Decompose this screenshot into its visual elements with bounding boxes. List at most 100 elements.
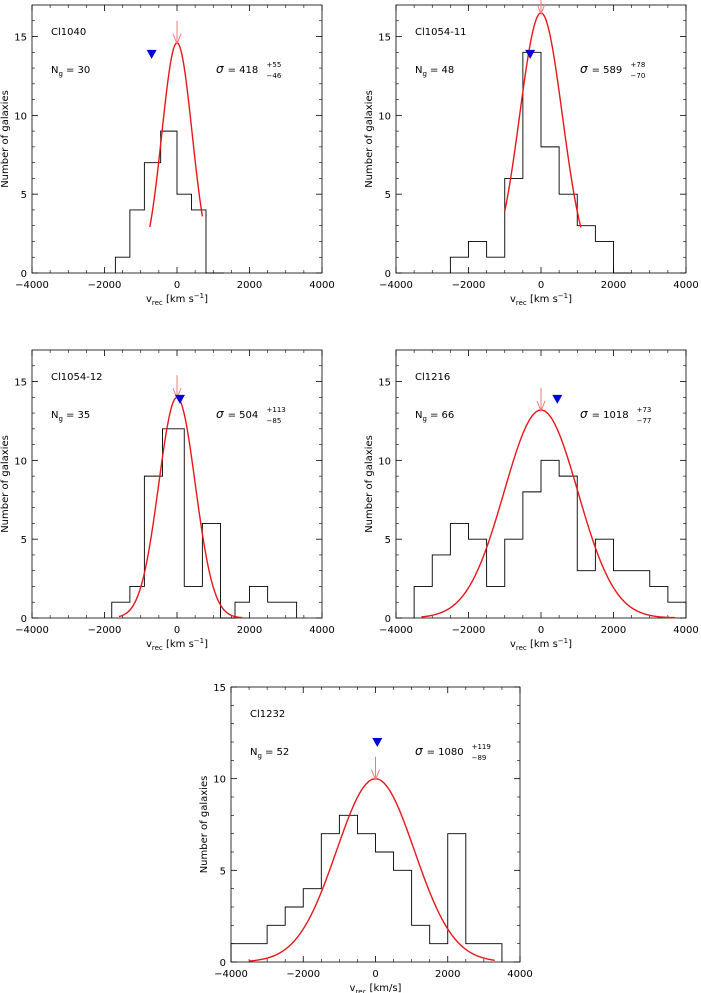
sigma-plus-error: +78 [631, 61, 646, 69]
x-tick-label: −2000 [88, 280, 122, 291]
plot-frame [230, 686, 521, 963]
sigma-value: = 504 [228, 410, 259, 421]
sigma-symbol: σ [580, 62, 588, 76]
sigma-label: σ = 418 [216, 62, 258, 76]
ng-label-sub: g [422, 415, 426, 423]
x-axis-label-sub: rec [152, 299, 163, 307]
ng-label-sub: g [422, 70, 426, 78]
x-axis-label-exp: −1 [194, 292, 204, 300]
x-axis-label-sub: rec [516, 644, 527, 652]
y-tick-label: 0 [220, 958, 226, 969]
x-tick-label: 2000 [237, 625, 262, 636]
ng-label-main: N [415, 65, 422, 76]
x-axis-label-exp: −1 [558, 292, 568, 300]
sigma-value: = 1080 [427, 747, 464, 758]
y-axis-label: Number of galaxies [0, 435, 11, 533]
x-tick-label: −2000 [452, 280, 486, 291]
sigma-value: = 418 [228, 65, 259, 76]
y-axis-label: Number of galaxies [364, 435, 375, 533]
y-tick-label: 15 [378, 378, 391, 389]
x-tick-label: −4000 [379, 625, 413, 636]
ng-label-main: N [51, 410, 58, 421]
ng-label-main: N [51, 65, 58, 76]
bcg-velocity-marker [552, 394, 563, 404]
ng-label-sub: g [58, 415, 62, 423]
x-tick-label: 0 [174, 280, 180, 291]
y-tick-label: 10 [378, 111, 391, 122]
sigma-symbol: σ [580, 407, 588, 421]
x-tick-label: −2000 [88, 625, 122, 636]
x-axis-label-close: ] [204, 639, 208, 650]
chart-panel-3: −4000 −2000 0 2000 4000 0 5 10 15 Number of galax… [0, 349, 335, 652]
ng-label: Ng = 48 [415, 65, 454, 78]
histogram-series [111, 428, 298, 619]
y-tick-label: 5 [21, 190, 27, 201]
x-tick-label: 0 [174, 625, 180, 636]
ng-value: = 52 [265, 747, 289, 758]
ng-label-sub: g [58, 70, 62, 78]
mean-velocity-arrow-head [371, 769, 380, 782]
gaussian-fit-curve [149, 42, 204, 228]
ng-label: Ng = 66 [415, 410, 454, 423]
ng-label-sub: g [257, 752, 261, 760]
y-tick-label: 0 [21, 269, 27, 280]
ng-label: Ng = 30 [51, 65, 90, 78]
bcg-velocity-marker [174, 394, 185, 404]
bcg-velocity-marker [146, 49, 157, 59]
mean-velocity-arrow-head [536, 3, 546, 16]
chart-panel-1: −4000 −2000 0 2000 4000 0 5 10 15 Number of galax… [0, 4, 335, 307]
x-axis-label: vrec [km s−1] [510, 292, 572, 307]
x-tick-label: 4000 [673, 280, 698, 291]
cluster-name: Cl1054-12 [51, 372, 103, 383]
sigma-minus-error: −77 [637, 417, 652, 425]
x-tick-label: −2000 [286, 969, 320, 980]
sigma-value: = 1018 [592, 410, 629, 421]
x-tick-label: −4000 [15, 280, 49, 291]
histogram-series [449, 51, 632, 274]
gaussian-fit-curve [248, 777, 495, 962]
y-tick-label: 5 [385, 535, 391, 546]
y-tick-label: 5 [385, 190, 391, 201]
x-axis-label-main: v [510, 294, 516, 305]
x-tick-label: 0 [538, 625, 544, 636]
ng-value: = 30 [66, 65, 90, 76]
x-axis-label-exp: −1 [194, 637, 204, 645]
mean-velocity-arrow-head [172, 33, 182, 46]
y-tick-label: 10 [378, 456, 391, 467]
ng-label-main: N [415, 410, 422, 421]
histogram-series [230, 814, 503, 962]
sigma-label: σ = 1018 [580, 407, 629, 421]
sigma-label: σ = 504 [216, 407, 258, 421]
histogram-series [413, 459, 687, 618]
y-tick-label: 15 [378, 33, 391, 44]
x-tick-label: 2000 [601, 280, 626, 291]
ng-label: Ng = 35 [51, 410, 90, 423]
y-tick-label: 5 [220, 866, 226, 877]
gaussian-fit-curve [118, 396, 243, 619]
x-axis-label-sub: rec [355, 988, 366, 993]
sigma-plus-error: +113 [267, 406, 286, 414]
x-tick-label: 2000 [601, 625, 626, 636]
mean-velocity-arrow-head [536, 400, 546, 413]
histogram-series [114, 130, 225, 274]
x-axis-label-main: v [146, 294, 152, 305]
x-axis-label-unit: [km s [163, 639, 194, 650]
y-axis-label: Number of galaxies [199, 776, 210, 874]
chart-panel-4: −4000 −2000 0 2000 4000 0 5 10 15 Number of galax… [364, 349, 699, 652]
x-tick-label: −4000 [214, 969, 248, 980]
x-tick-label: −2000 [452, 625, 486, 636]
x-tick-label: −4000 [379, 280, 413, 291]
ng-label: Ng = 52 [250, 747, 289, 760]
sigma-symbol: σ [415, 744, 423, 758]
x-axis-label-main: v [350, 983, 356, 993]
y-tick-label: 0 [385, 269, 391, 280]
x-tick-label: 4000 [507, 969, 532, 980]
ng-value: = 35 [66, 410, 90, 421]
cluster-name: Cl1232 [250, 709, 285, 720]
sigma-minus-error: −85 [267, 417, 282, 425]
sigma-label: σ = 1080 [415, 744, 464, 758]
sigma-plus-error: +73 [637, 406, 652, 414]
sigma-symbol: σ [216, 62, 224, 76]
y-tick-label: 15 [14, 378, 27, 389]
